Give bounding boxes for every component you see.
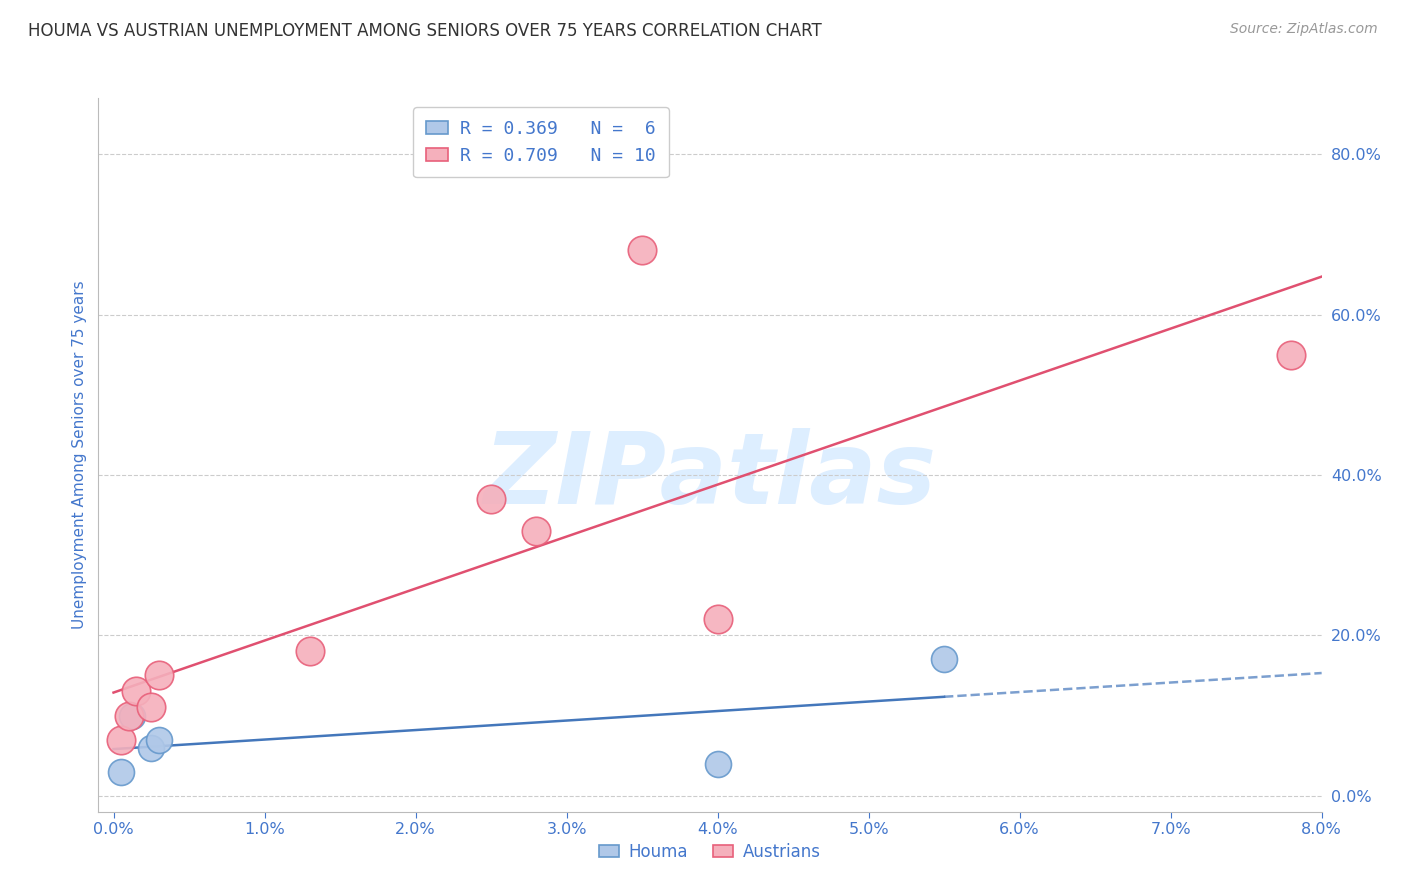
Point bbox=[148, 668, 170, 682]
Point bbox=[706, 756, 728, 771]
Legend: Houma, Austrians: Houma, Austrians bbox=[592, 837, 828, 868]
Point bbox=[298, 644, 321, 658]
Point bbox=[479, 491, 502, 506]
Point bbox=[706, 612, 728, 626]
Point bbox=[148, 732, 170, 747]
Y-axis label: Unemployment Among Seniors over 75 years: Unemployment Among Seniors over 75 years bbox=[72, 281, 87, 629]
Point bbox=[1281, 348, 1303, 362]
Text: Source: ZipAtlas.com: Source: ZipAtlas.com bbox=[1230, 22, 1378, 37]
Point bbox=[141, 740, 163, 755]
Point bbox=[117, 708, 139, 723]
Point bbox=[141, 700, 163, 714]
Point bbox=[125, 684, 148, 698]
Point bbox=[121, 708, 143, 723]
Point bbox=[932, 652, 955, 666]
Point bbox=[631, 244, 654, 258]
Text: HOUMA VS AUSTRIAN UNEMPLOYMENT AMONG SENIORS OVER 75 YEARS CORRELATION CHART: HOUMA VS AUSTRIAN UNEMPLOYMENT AMONG SEN… bbox=[28, 22, 823, 40]
Point bbox=[110, 764, 132, 779]
Text: ZIPatlas: ZIPatlas bbox=[484, 428, 936, 524]
Point bbox=[524, 524, 547, 538]
Point bbox=[110, 732, 132, 747]
